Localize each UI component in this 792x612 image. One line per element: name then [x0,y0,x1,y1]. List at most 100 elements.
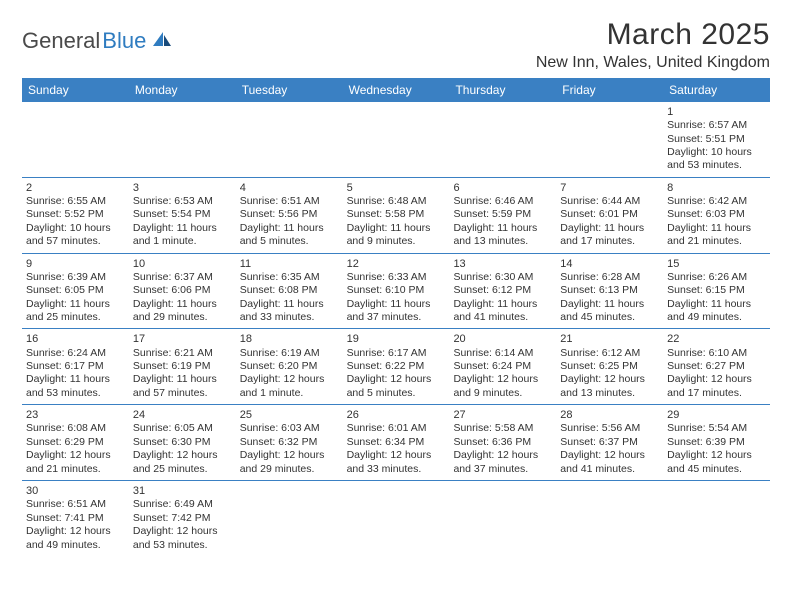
sunrise-text: Sunrise: 6:17 AM [347,347,446,360]
day-cell [343,481,450,556]
daylight-text: Daylight: 11 hours and 37 minutes. [347,298,446,325]
day-cell: 6Sunrise: 6:46 AMSunset: 5:59 PMDaylight… [449,178,556,253]
sunset-text: Sunset: 5:52 PM [26,208,125,221]
day-cell: 30Sunrise: 6:51 AMSunset: 7:41 PMDayligh… [22,481,129,556]
day-cell [236,102,343,177]
sunrise-text: Sunrise: 6:53 AM [133,195,232,208]
day-cell: 12Sunrise: 6:33 AMSunset: 6:10 PMDayligh… [343,254,450,329]
daylight-text: Daylight: 12 hours and 1 minute. [240,373,339,400]
day-cell: 22Sunrise: 6:10 AMSunset: 6:27 PMDayligh… [663,329,770,404]
sunset-text: Sunset: 6:34 PM [347,436,446,449]
day-cell: 10Sunrise: 6:37 AMSunset: 6:06 PMDayligh… [129,254,236,329]
daylight-text: Daylight: 10 hours and 57 minutes. [26,222,125,249]
day-cell [449,481,556,556]
date-number: 15 [667,257,766,271]
date-number: 19 [347,332,446,346]
day-cell: 14Sunrise: 6:28 AMSunset: 6:13 PMDayligh… [556,254,663,329]
week-row: 9Sunrise: 6:39 AMSunset: 6:05 PMDaylight… [22,254,770,330]
date-number: 3 [133,181,232,195]
sunrise-text: Sunrise: 6:51 AM [26,498,125,511]
sunrise-text: Sunrise: 6:30 AM [453,271,552,284]
date-number: 6 [453,181,552,195]
daylight-text: Daylight: 12 hours and 45 minutes. [667,449,766,476]
daylight-text: Daylight: 12 hours and 17 minutes. [667,373,766,400]
day-cell [129,102,236,177]
sunset-text: Sunset: 6:03 PM [667,208,766,221]
day-cell: 3Sunrise: 6:53 AMSunset: 5:54 PMDaylight… [129,178,236,253]
daylight-text: Daylight: 12 hours and 37 minutes. [453,449,552,476]
calendar-table: Sunday Monday Tuesday Wednesday Thursday… [22,78,770,556]
date-number: 26 [347,408,446,422]
daylight-text: Daylight: 12 hours and 41 minutes. [560,449,659,476]
day-cell: 18Sunrise: 6:19 AMSunset: 6:20 PMDayligh… [236,329,343,404]
day-cell: 17Sunrise: 6:21 AMSunset: 6:19 PMDayligh… [129,329,236,404]
day-cell: 9Sunrise: 6:39 AMSunset: 6:05 PMDaylight… [22,254,129,329]
logo-text-b: Blue [102,28,146,54]
sunset-text: Sunset: 6:08 PM [240,284,339,297]
sunrise-text: Sunrise: 6:24 AM [26,347,125,360]
logo: GeneralBlue [22,18,173,54]
sunrise-text: Sunrise: 6:39 AM [26,271,125,284]
date-number: 7 [560,181,659,195]
day-cell: 29Sunrise: 5:54 AMSunset: 6:39 PMDayligh… [663,405,770,480]
sunset-text: Sunset: 6:27 PM [667,360,766,373]
date-number: 28 [560,408,659,422]
date-number: 11 [240,257,339,271]
daylight-text: Daylight: 11 hours and 57 minutes. [133,373,232,400]
dayhead-sat: Saturday [663,78,770,102]
dayhead-thu: Thursday [449,78,556,102]
day-cell [343,102,450,177]
sunset-text: Sunset: 6:32 PM [240,436,339,449]
sunrise-text: Sunrise: 6:28 AM [560,271,659,284]
daylight-text: Daylight: 11 hours and 49 minutes. [667,298,766,325]
daylight-text: Daylight: 11 hours and 53 minutes. [26,373,125,400]
logo-text-a: General [22,28,100,54]
sunrise-text: Sunrise: 6:05 AM [133,422,232,435]
sunset-text: Sunset: 6:17 PM [26,360,125,373]
day-cell: 26Sunrise: 6:01 AMSunset: 6:34 PMDayligh… [343,405,450,480]
day-cell: 28Sunrise: 5:56 AMSunset: 6:37 PMDayligh… [556,405,663,480]
week-row: 1Sunrise: 6:57 AMSunset: 5:51 PMDaylight… [22,102,770,178]
sunset-text: Sunset: 6:36 PM [453,436,552,449]
date-number: 20 [453,332,552,346]
dayhead-wed: Wednesday [343,78,450,102]
day-cell: 5Sunrise: 6:48 AMSunset: 5:58 PMDaylight… [343,178,450,253]
daylight-text: Daylight: 12 hours and 13 minutes. [560,373,659,400]
daylight-text: Daylight: 11 hours and 41 minutes. [453,298,552,325]
daylight-text: Daylight: 11 hours and 13 minutes. [453,222,552,249]
dayhead-tue: Tuesday [236,78,343,102]
sunrise-text: Sunrise: 6:51 AM [240,195,339,208]
sunrise-text: Sunrise: 6:55 AM [26,195,125,208]
sunrise-text: Sunrise: 6:08 AM [26,422,125,435]
daylight-text: Daylight: 12 hours and 25 minutes. [133,449,232,476]
sunrise-text: Sunrise: 6:48 AM [347,195,446,208]
sunrise-text: Sunrise: 6:01 AM [347,422,446,435]
sunrise-text: Sunrise: 6:03 AM [240,422,339,435]
daylight-text: Daylight: 11 hours and 29 minutes. [133,298,232,325]
sunset-text: Sunset: 5:58 PM [347,208,446,221]
date-number: 5 [347,181,446,195]
day-cell: 21Sunrise: 6:12 AMSunset: 6:25 PMDayligh… [556,329,663,404]
day-cell: 13Sunrise: 6:30 AMSunset: 6:12 PMDayligh… [449,254,556,329]
date-number: 27 [453,408,552,422]
day-cell: 4Sunrise: 6:51 AMSunset: 5:56 PMDaylight… [236,178,343,253]
sunset-text: Sunset: 6:37 PM [560,436,659,449]
date-number: 16 [26,332,125,346]
date-number: 9 [26,257,125,271]
daylight-text: Daylight: 11 hours and 45 minutes. [560,298,659,325]
daylight-text: Daylight: 11 hours and 21 minutes. [667,222,766,249]
date-number: 4 [240,181,339,195]
daylight-text: Daylight: 11 hours and 9 minutes. [347,222,446,249]
day-cell: 24Sunrise: 6:05 AMSunset: 6:30 PMDayligh… [129,405,236,480]
date-number: 30 [26,484,125,498]
weeks-container: 1Sunrise: 6:57 AMSunset: 5:51 PMDaylight… [22,102,770,556]
sunrise-text: Sunrise: 6:21 AM [133,347,232,360]
date-number: 2 [26,181,125,195]
day-cell [556,481,663,556]
day-cell: 2Sunrise: 6:55 AMSunset: 5:52 PMDaylight… [22,178,129,253]
week-row: 23Sunrise: 6:08 AMSunset: 6:29 PMDayligh… [22,405,770,481]
day-cell [22,102,129,177]
date-number: 25 [240,408,339,422]
date-number: 18 [240,332,339,346]
sunset-text: Sunset: 6:15 PM [667,284,766,297]
